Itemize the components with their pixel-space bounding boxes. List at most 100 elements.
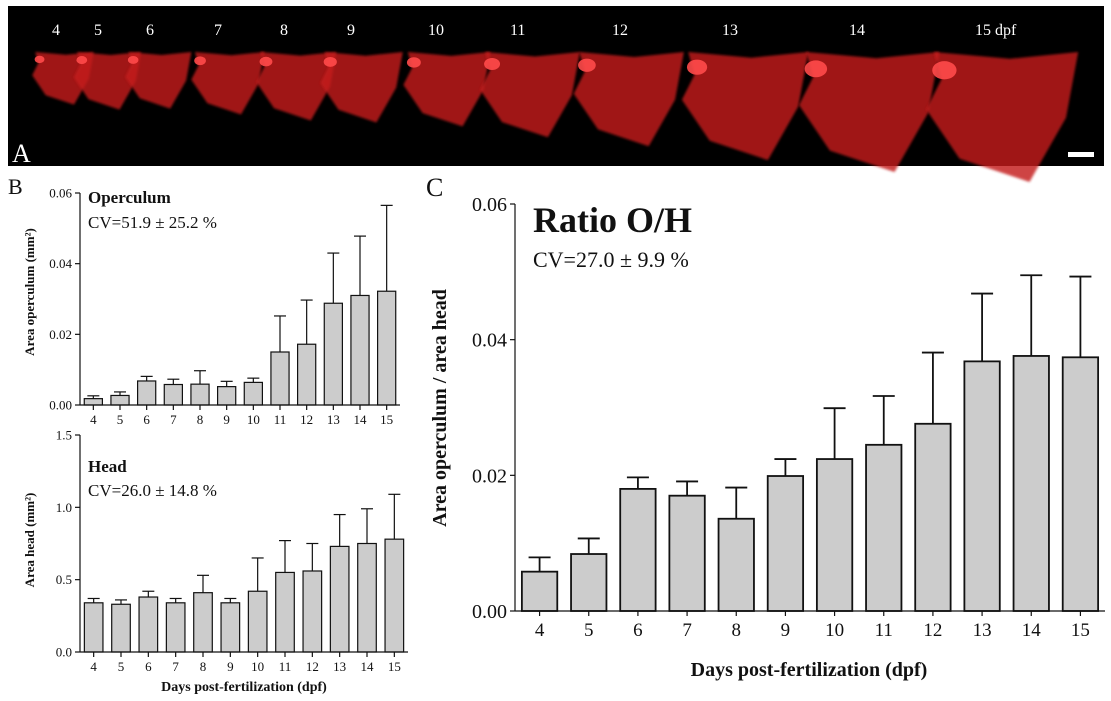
x-axis-label-ratio: Days post-fertilization (dpf) — [691, 659, 928, 681]
bright-spot — [484, 57, 501, 70]
specimen-11 — [799, 52, 940, 172]
stage-label: 10 — [428, 22, 444, 39]
x-tick-label: 11 — [279, 659, 292, 674]
x-tick-label: 13 — [333, 659, 346, 674]
specimen-8 — [480, 52, 580, 138]
bar — [357, 542, 377, 653]
operculum-silhouette — [573, 52, 684, 147]
bar — [766, 475, 805, 612]
specimen-10 — [681, 52, 809, 161]
x-tick-label: 5 — [584, 620, 594, 641]
bar — [190, 383, 210, 406]
bar — [83, 602, 104, 653]
x-tick-label: 5 — [117, 412, 124, 427]
bar — [193, 592, 213, 653]
operculum-silhouette — [926, 52, 1079, 182]
chart-head: Head CV=26.0 ± 14.8 % Area head (mm²) Da… — [22, 428, 408, 695]
operculum-silhouette — [191, 52, 265, 115]
stage-label: 15 dpf — [975, 22, 1017, 39]
bright-spot — [323, 56, 337, 67]
bar — [111, 603, 131, 653]
bar — [302, 570, 323, 653]
bar — [1061, 356, 1100, 612]
x-tick-label: 7 — [682, 620, 692, 641]
x-tick-label: 8 — [732, 620, 742, 641]
bar — [384, 538, 405, 653]
bright-spot — [804, 60, 828, 78]
stage-label: 12 — [612, 22, 628, 39]
specimen-series — [32, 52, 1079, 182]
x-tick-label: 12 — [306, 659, 319, 674]
x-tick-label: 14 — [361, 659, 375, 674]
x-tick-label: 5 — [118, 659, 125, 674]
x-tick-label: 15 — [380, 412, 393, 427]
bright-spot — [686, 59, 708, 75]
x-tick-label: 6 — [143, 412, 150, 427]
y-axis-label-head: Area head (mm²) — [22, 493, 37, 588]
y-tick-label: 0.02 — [49, 327, 72, 342]
specimen-12 — [926, 52, 1079, 182]
x-tick-label: 12 — [300, 412, 313, 427]
x-tick-label: 7 — [172, 659, 179, 674]
bar — [138, 596, 159, 653]
bar — [165, 602, 186, 653]
specimen-7 — [403, 52, 491, 127]
chart-subtitle-ratio: CV=27.0 ± 9.9 % — [533, 247, 689, 272]
bar — [329, 545, 350, 653]
bright-spot — [932, 61, 957, 80]
y-axis-label-operculum: Area operculum (mm²) — [22, 228, 37, 356]
bar — [865, 443, 903, 612]
x-tick-label: 9 — [227, 659, 234, 674]
chart-operculum: B Operculum CV=51.9 ± 25.2 % Area opercu… — [8, 174, 400, 427]
scale-bar — [1068, 152, 1094, 157]
specimen-2 — [73, 52, 141, 110]
bar — [275, 571, 295, 653]
stage-label: 14 — [849, 22, 865, 39]
stage-label: 9 — [347, 22, 355, 39]
chart-ratio: C Ratio O/H CV=27.0 ± 9.9 % Area opercul… — [426, 173, 1105, 681]
specimen-3 — [125, 52, 192, 109]
x-tick-label: 8 — [197, 412, 204, 427]
operculum-silhouette — [681, 52, 809, 161]
x-tick-label: 4 — [90, 659, 97, 674]
x-axis-label-head: Days post-fertilization (dpf) — [161, 680, 327, 695]
bar — [668, 494, 706, 612]
y-tick-label: 1.5 — [56, 428, 72, 443]
y-tick-label: 0.04 — [49, 256, 72, 271]
specimen-9 — [573, 52, 684, 147]
y-tick-label: 0.02 — [472, 465, 507, 487]
specimen-6 — [320, 52, 403, 123]
bright-spot — [76, 56, 88, 65]
x-tick-label: 14 — [1022, 620, 1042, 641]
stage-label: 7 — [214, 22, 222, 39]
y-tick-label: 0.5 — [56, 572, 72, 587]
x-tick-label: 13 — [327, 412, 340, 427]
bar — [217, 386, 237, 406]
x-tick-label: 9 — [223, 412, 230, 427]
stage-label: 4 — [52, 22, 60, 39]
chart-title-operculum: Operculum — [88, 188, 171, 207]
bar — [243, 381, 263, 406]
bright-spot — [194, 56, 206, 66]
bright-spot — [259, 56, 273, 67]
bar — [815, 458, 854, 612]
stage-label: 13 — [722, 22, 738, 39]
y-tick-label: 0.06 — [49, 186, 72, 201]
y-tick-label: 0.06 — [472, 194, 507, 216]
x-tick-label: 14 — [354, 412, 368, 427]
bar — [914, 422, 952, 612]
x-tick-label: 6 — [633, 620, 643, 641]
specimen-4 — [191, 52, 265, 115]
chart-title-ratio: Ratio O/H — [533, 200, 692, 240]
x-tick-label: 15 — [388, 659, 401, 674]
bar — [323, 302, 343, 406]
stage-label: 6 — [146, 22, 154, 39]
x-tick-label: 4 — [90, 412, 97, 427]
bar — [520, 570, 559, 612]
stage-label: 8 — [280, 22, 288, 39]
bar — [717, 517, 755, 612]
panel-b-label: B — [8, 174, 23, 199]
x-tick-label: 12 — [923, 620, 942, 641]
